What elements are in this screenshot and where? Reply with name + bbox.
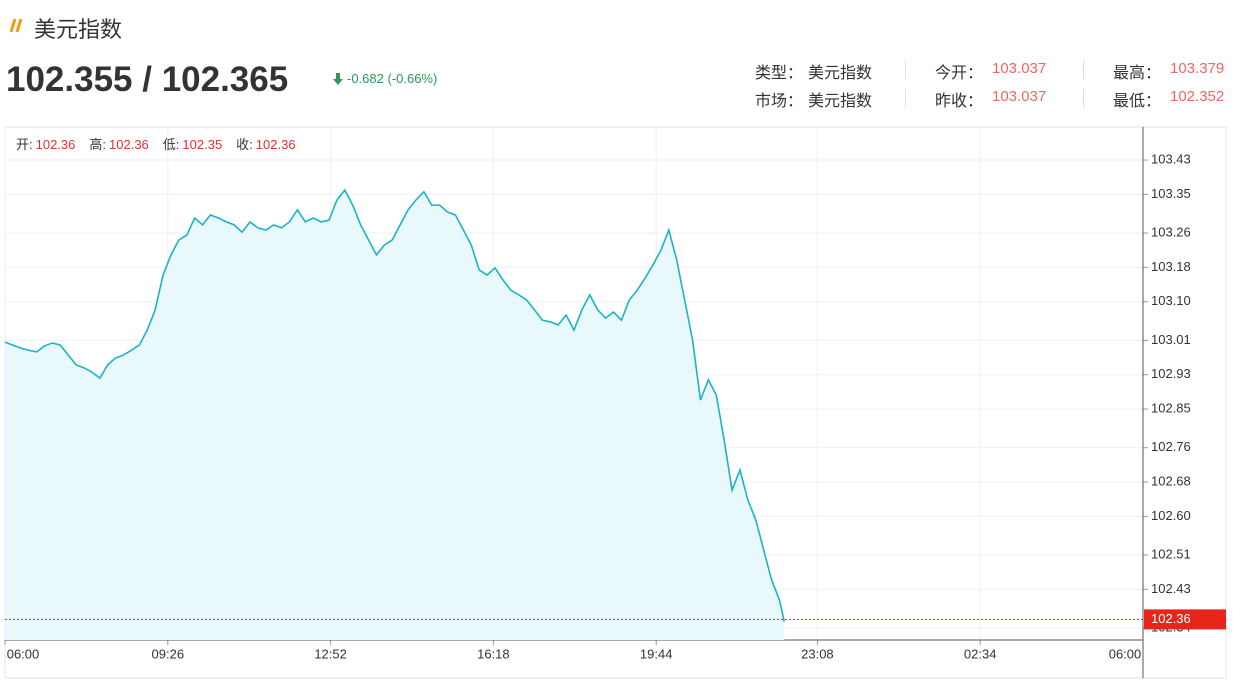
ohlc-bar: 开: 102.36 高: 102.36 低: 102.35 收: 102.36 <box>16 137 296 152</box>
ohlc-value: 102.36 <box>109 137 149 152</box>
x-tick-label: 23:08 <box>801 646 834 661</box>
separator <box>1083 89 1084 107</box>
last-price-label: 102.36 <box>1151 611 1191 626</box>
info-label: 最高： <box>1113 65 1162 82</box>
x-tick-label: 16:18 <box>477 646 510 661</box>
area-fill <box>5 190 785 640</box>
ohlc-value: 102.36 <box>256 137 296 152</box>
x-tick-label: 12:52 <box>314 646 347 661</box>
info-value: 103.037 <box>992 88 1047 105</box>
ohlc-value: 102.36 <box>36 137 76 152</box>
separator <box>905 89 906 107</box>
y-tick-label: 102.93 <box>1151 366 1191 381</box>
down-arrow <box>333 73 343 85</box>
ohlc-label: 收: <box>236 137 253 152</box>
y-tick-label: 103.35 <box>1151 186 1191 201</box>
last-price-box <box>1144 609 1226 630</box>
title: 美元指数 <box>34 17 123 42</box>
info-label: 今开： <box>935 65 984 82</box>
separator <box>905 61 906 79</box>
y-tick-label: 102.68 <box>1151 473 1191 488</box>
y-tick-label: 103.18 <box>1151 259 1191 274</box>
ohlc-label: 开: <box>16 137 33 152</box>
y-tick-label: 102.51 <box>1151 546 1191 561</box>
change: -0.682 (-0.66%) <box>347 71 438 86</box>
ohlc-label: 高: <box>89 137 106 152</box>
y-tick-label: 103.43 <box>1151 151 1191 166</box>
price: 102.355 / 102.365 <box>6 60 289 99</box>
ohlc-label: 低: <box>163 137 180 152</box>
ohlc-value: 102.35 <box>182 137 222 152</box>
info-label: 类型： <box>755 65 804 82</box>
y-tick-label: 103.01 <box>1151 332 1191 347</box>
info-value: 102.352 <box>1170 88 1225 105</box>
info-value: 103.379 <box>1170 60 1225 77</box>
info-label: 最低： <box>1113 93 1162 110</box>
y-tick-label: 102.60 <box>1151 508 1191 523</box>
x-tick-label: 06:00 <box>7 646 40 661</box>
y-tick-label: 102.43 <box>1151 581 1191 596</box>
info-value: 美元指数 <box>808 93 873 110</box>
x-tick-label: 06:00 <box>1109 646 1142 661</box>
x-tick-label: 02:34 <box>964 646 997 661</box>
y-tick-label: 103.26 <box>1151 224 1191 239</box>
price-line <box>4 188 785 622</box>
y-tick-label: 102.76 <box>1151 439 1191 454</box>
y-tick-label: 103.10 <box>1151 293 1191 308</box>
x-tick-label: 09:26 <box>152 646 185 661</box>
separator <box>1083 61 1084 79</box>
info-value: 美元指数 <box>808 65 873 82</box>
logo <box>9 18 23 33</box>
y-tick-label: 102.85 <box>1151 400 1191 415</box>
info-label: 昨收： <box>935 93 984 110</box>
info-label: 市场： <box>755 93 804 110</box>
x-tick-label: 19:44 <box>640 646 673 661</box>
info-value: 103.037 <box>992 60 1047 77</box>
